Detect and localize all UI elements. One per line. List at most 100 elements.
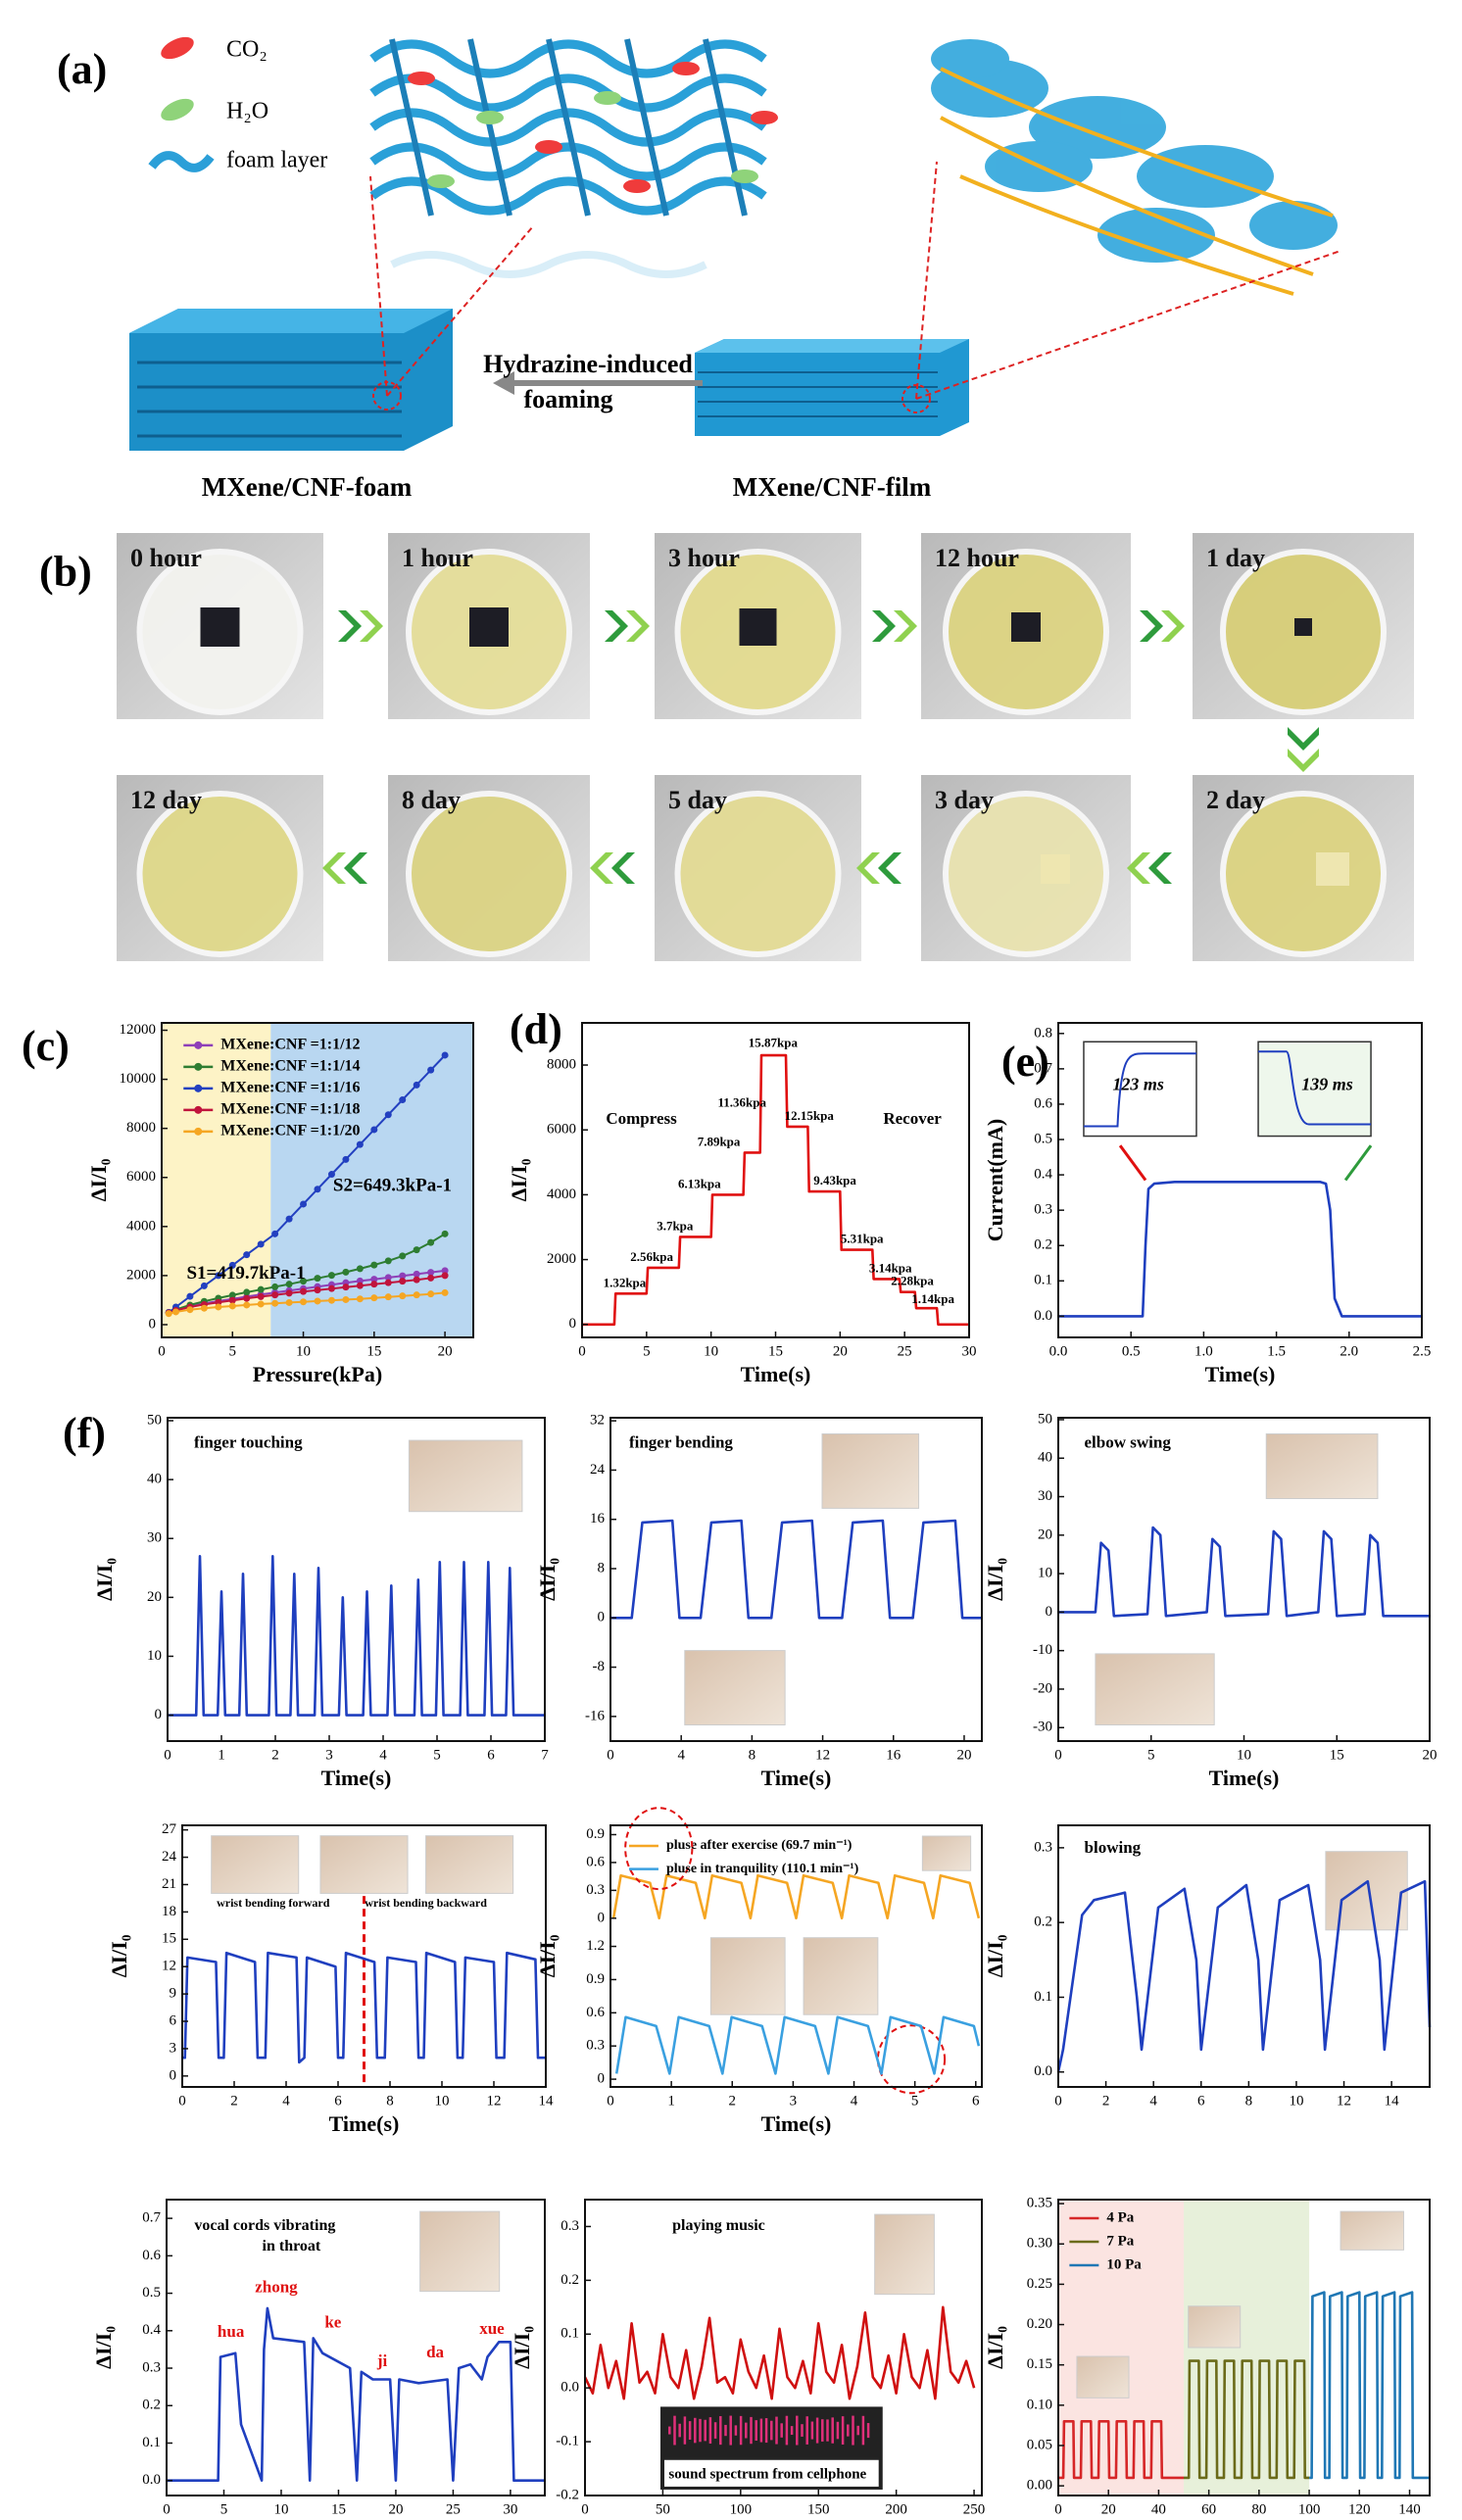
y-tick-label: 40 <box>1038 1450 1052 1466</box>
marker <box>285 1215 293 1223</box>
y-tick-label: 12000 <box>120 1022 157 1038</box>
photo <box>1095 1653 1215 1726</box>
x-tick-label: 15 <box>331 2501 346 2517</box>
x-tick-label: 20 <box>438 1343 453 1359</box>
y-tick-label: 0.3 <box>586 1882 605 1898</box>
marker <box>342 1284 350 1291</box>
y-tick-label: 0.3 <box>1034 1839 1052 1855</box>
chevron <box>626 610 650 642</box>
frame <box>584 2199 983 2496</box>
y-tick-label: 0.10 <box>1027 2397 1052 2412</box>
annotation: S2=649.3kPa-1 <box>333 1175 452 1195</box>
x-tick-label: 8 <box>749 1747 756 1763</box>
y-tick-label: 0.8 <box>1034 1025 1052 1041</box>
spectrum-bar <box>790 2426 794 2436</box>
y-axis-label: Current(mA) <box>983 1119 1007 1241</box>
marker <box>200 1282 208 1289</box>
time-label: 12 day <box>130 786 202 814</box>
legend-label: foam layer <box>226 148 327 173</box>
x-axis-label: Time(s) <box>741 1362 811 1386</box>
y-tick-label: 10 <box>147 1648 162 1664</box>
frame <box>1057 2199 1431 2496</box>
y-axis-label: ΔI/I₀ <box>983 1934 1007 1977</box>
chart: 0 5 10 15 20 25 30 0 2000 4000 6000 8000 Time(s) ΔI/I… <box>507 1022 977 1386</box>
beaker <box>136 791 304 957</box>
spectrum-bar <box>688 2421 692 2440</box>
x-tick-label: 16 <box>886 1747 902 1763</box>
annotation: zhong <box>255 2278 298 2297</box>
x-tick-label: 2 <box>1102 2093 1110 2108</box>
chart: 0 2 4 6 8 10 12 14 0.0 0.1 0.2 0.3 ΔI/I₀ blowing <box>983 1824 1432 2108</box>
marker <box>314 1297 321 1305</box>
x-tick-label: 40 <box>1151 2501 1166 2517</box>
spectrum-bar <box>866 2423 870 2439</box>
band <box>162 1023 271 1337</box>
marker <box>186 1306 194 1314</box>
annotation: finger bending <box>629 1432 733 1451</box>
marker <box>257 1240 265 1248</box>
spectrum-bar <box>801 2424 804 2437</box>
marker <box>356 1295 364 1303</box>
y-tick-label: -16 <box>585 1708 605 1723</box>
marker <box>441 1051 449 1059</box>
legend-label: pluse after exercise (69.7 min⁻¹) <box>666 1838 853 1853</box>
annotation: ji <box>376 2351 388 2370</box>
frame <box>609 1824 983 2088</box>
y-tick-label: 0.2 <box>1034 1914 1052 1930</box>
x-tick-label: 10 <box>1289 2093 1303 2108</box>
spectrum-bar <box>678 2423 681 2438</box>
y-tick-label: 4000 <box>126 1218 156 1234</box>
x-tick-label: 100 <box>1298 2501 1321 2517</box>
spectrum-bar <box>836 2421 840 2440</box>
x-tick-label: 5 <box>433 1747 441 1763</box>
x-tick-label: 15 <box>366 1343 381 1359</box>
annotation: 9.43kpa <box>813 1173 856 1187</box>
y-tick-label: 4000 <box>547 1187 576 1202</box>
spectrum-bar <box>775 2416 778 2445</box>
spectrum-bar <box>699 2418 702 2443</box>
annotation: da <box>426 2343 444 2361</box>
photo <box>921 1835 972 1871</box>
time-label: 3 day <box>935 786 994 814</box>
x-tick-label: 0 <box>607 1747 614 1763</box>
y-tick-label: 0 <box>155 1707 163 1722</box>
spectrum-bar <box>673 2415 676 2446</box>
annotation: hua <box>218 2322 245 2341</box>
series-line <box>611 1873 981 1920</box>
marker <box>441 1267 449 1275</box>
panel-b: 0 hour 1 hour 3 hour 12 hour 1 day 12 day 8 da… <box>117 533 1414 961</box>
spectrum-bar <box>815 2417 819 2444</box>
x-tick-label: 2.5 <box>1413 1343 1432 1359</box>
frame <box>1057 1824 1431 2088</box>
x-tick-label: 25 <box>446 2501 461 2517</box>
photo <box>1076 2355 1130 2399</box>
marker <box>300 1278 308 1285</box>
annotation: in throat <box>263 2238 321 2254</box>
x-tick-label: 0.5 <box>1122 1343 1141 1359</box>
panel-label: (b) <box>39 548 92 596</box>
y-tick-label: 9 <box>170 1986 177 2002</box>
sample <box>200 607 240 647</box>
x-tick-label: 1.0 <box>1194 1343 1213 1359</box>
time-label: 12 hour <box>935 544 1019 572</box>
chevron <box>605 610 628 642</box>
y-tick-label: -10 <box>1033 1642 1052 1658</box>
chart: 0 5 10 15 20 0 2000 4000 6000 8000 10000 12000 Press… <box>86 1022 474 1386</box>
marker <box>356 1282 364 1289</box>
arrow <box>1118 1144 1147 1182</box>
x-tick-label: 6 <box>487 1747 495 1763</box>
panel-label: (f) <box>63 1409 106 1457</box>
marker <box>228 1261 236 1269</box>
y-tick-label: 0.3 <box>560 2218 579 2234</box>
chart: 0 0.3 0.6 0.9 pluse after exercise (69.7 min… <box>586 1826 981 1925</box>
x-tick-label: 0 <box>164 1747 171 1763</box>
spectrum-bar <box>713 2422 717 2439</box>
x-tick-label: 20 <box>833 1343 848 1359</box>
spectrum-bar <box>861 2415 865 2446</box>
spectrum-bar <box>841 2416 845 2446</box>
time-label: 0 hour <box>130 544 202 572</box>
annotation: S1=419.7kPa-1 <box>186 1263 305 1284</box>
x-tick-label: 10 <box>1237 1747 1251 1763</box>
y-tick-label: 0.6 <box>586 2005 605 2020</box>
